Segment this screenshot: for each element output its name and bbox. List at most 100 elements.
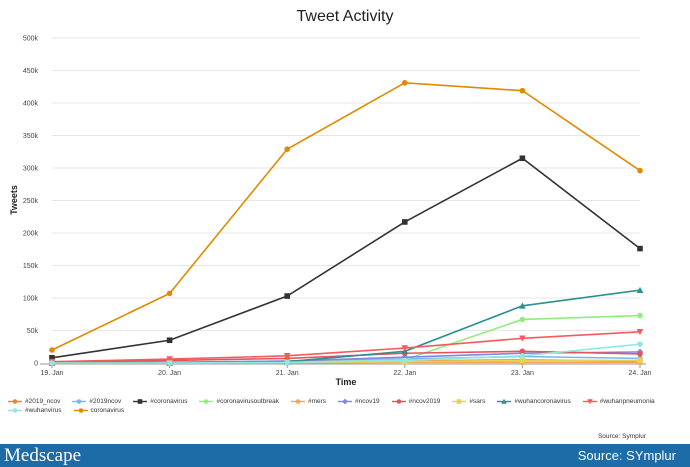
data-point [637, 341, 643, 347]
data-point [401, 345, 409, 352]
legend-label: #sars [469, 398, 486, 405]
data-point [519, 357, 526, 364]
x-tick-label: 21. Jan [276, 370, 299, 377]
data-point [49, 360, 55, 366]
legend: #2019_ncov #2019ncov #coronavirus #coronavi… [8, 398, 678, 416]
legend-item[interactable]: #ncov19 [338, 398, 380, 405]
legend-swatch [8, 399, 22, 404]
legend-swatch [338, 398, 353, 405]
data-point [166, 290, 173, 297]
legend-label: #wuhanvirus [25, 407, 62, 414]
legend-item[interactable]: #2019_ncov [8, 398, 60, 405]
legend-swatch [452, 399, 467, 404]
x-axis-label: Time [336, 377, 357, 387]
footer-source: Source: SYmplur [577, 448, 676, 463]
legend-item[interactable]: #wuhanvirus [8, 407, 62, 414]
legend-item[interactable]: #coronavirusoutbreak [199, 398, 279, 405]
data-point [12, 408, 18, 413]
data-point [284, 359, 291, 366]
data-point [636, 329, 644, 336]
legend-label: #2019_ncov [25, 398, 61, 405]
y-axis-ticks: 0 50k 100k 150k 200k 250k 300k 350k 400k 450k 500k [23, 36, 39, 368]
y-tick-label: 50k [27, 328, 39, 335]
data-point [637, 351, 643, 357]
data-point [519, 316, 526, 323]
data-point [166, 356, 173, 363]
legend-item[interactable]: #coronavirus [133, 398, 187, 405]
legend-swatch [582, 399, 597, 405]
data-point [166, 360, 173, 366]
data-point [637, 357, 643, 364]
y-tick-label: 450k [23, 68, 39, 75]
legend-item[interactable]: #wuhanpneumonia [582, 398, 655, 405]
x-tick-label: 22. Jan [393, 370, 416, 377]
series-layer [48, 80, 644, 367]
data-point [204, 399, 209, 404]
grid-lines [52, 37, 640, 331]
series-line [52, 343, 641, 364]
legend-label: #mers [307, 398, 327, 405]
y-tick-label: 400k [23, 101, 39, 108]
series-coronavirus [49, 80, 643, 353]
y-tick-label: 100k [23, 296, 39, 303]
x-tick-label: 20. Jan [158, 370, 181, 377]
data-point [519, 302, 526, 309]
data-point [295, 399, 301, 404]
data-point [519, 155, 526, 162]
y-tick-label: 200k [23, 231, 39, 238]
legend-item[interactable]: #wuhancoronavirus [497, 398, 571, 405]
legend-item[interactable]: coronavirus [73, 407, 124, 414]
data-point [77, 399, 82, 404]
legend-swatch [497, 398, 512, 404]
data-point [283, 353, 291, 360]
footer-bar: Medscape Source: SYmplur [0, 444, 690, 467]
data-point [137, 399, 143, 404]
legend-swatch [72, 399, 87, 404]
data-point [402, 219, 408, 225]
legend-swatch [73, 408, 88, 413]
data-point [396, 399, 401, 404]
series-wuhanvirus [49, 341, 643, 366]
y-tick-label: 0 [34, 361, 38, 368]
legend-label: #ncov2019 [408, 398, 441, 405]
legend-label: #coronavirusoutbreak [216, 398, 279, 405]
data-point [519, 87, 526, 94]
series-line [51, 331, 641, 363]
legend-item[interactable]: #sars [452, 398, 485, 405]
source-note: Source: Symplur [597, 433, 646, 440]
data-point [636, 286, 644, 293]
legend-label: #2019ncov [89, 398, 122, 405]
x-tick-label: 24. Jan [629, 370, 652, 377]
chart-area: Tweet Activity 0 50k 100k 150k 200k 250k 300k 3… [9, 8, 652, 387]
legend-swatch [391, 399, 406, 404]
series-coronavirusoutbreak [49, 312, 643, 366]
legend-item[interactable]: #2019ncov [72, 398, 121, 405]
data-point [78, 408, 83, 413]
data-point [637, 167, 643, 174]
y-tick-label: 150k [23, 263, 39, 270]
legend-label: #coronavirus [150, 398, 188, 405]
x-tick-label: 23. Jan [511, 370, 534, 377]
legend-label: #wuhanpneumonia [599, 398, 655, 405]
legend-row: #2019_ncov #2019ncov #coronavirus #coronavi… [8, 398, 678, 405]
data-point [402, 357, 408, 364]
x-axis-ticks: 19. Jan 20. Jan 21. Jan 22. Jan 23. Jan 24. J… [41, 364, 652, 377]
y-tick-label: 500k [23, 36, 39, 43]
legend-swatch [199, 399, 214, 404]
data-point [457, 399, 462, 404]
y-tick-label: 250k [23, 198, 39, 205]
data-point [166, 337, 173, 344]
legend-label: #wuhancoronavirus [514, 398, 571, 405]
legend-item[interactable]: #mers [290, 398, 327, 405]
data-point [49, 355, 55, 361]
data-point [49, 347, 55, 353]
data-point [586, 399, 593, 405]
data-point [402, 80, 408, 86]
data-point [501, 398, 508, 404]
series-line [51, 157, 641, 359]
legend-item[interactable]: #ncov2019 [391, 398, 441, 405]
series-wuhancoronavirus [48, 286, 644, 366]
data-point [519, 353, 526, 359]
legend-swatch [8, 408, 22, 413]
legend-swatch [290, 399, 305, 404]
